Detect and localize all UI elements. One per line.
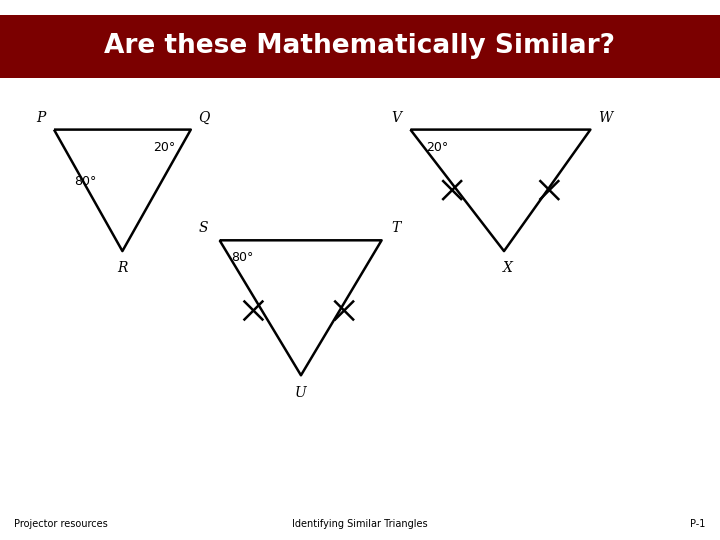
Text: Projector resources: Projector resources: [14, 519, 108, 529]
Text: R: R: [117, 261, 127, 275]
Text: X: X: [503, 261, 513, 275]
Text: V: V: [391, 111, 401, 125]
Text: U: U: [295, 386, 307, 400]
Text: 80°: 80°: [231, 251, 254, 264]
Text: 80°: 80°: [73, 175, 96, 188]
Text: T: T: [392, 221, 400, 235]
Text: W: W: [598, 111, 612, 125]
Text: Identifying Similar Triangles: Identifying Similar Triangles: [292, 519, 428, 529]
Text: 20°: 20°: [426, 141, 448, 154]
Text: Q: Q: [198, 111, 210, 125]
Text: Are these Mathematically Similar?: Are these Mathematically Similar?: [104, 33, 616, 59]
Text: P: P: [36, 111, 46, 125]
Text: P-1: P-1: [690, 519, 706, 529]
Text: 20°: 20°: [153, 141, 175, 154]
Bar: [0, 15, 720, 78]
Text: S: S: [199, 221, 209, 235]
